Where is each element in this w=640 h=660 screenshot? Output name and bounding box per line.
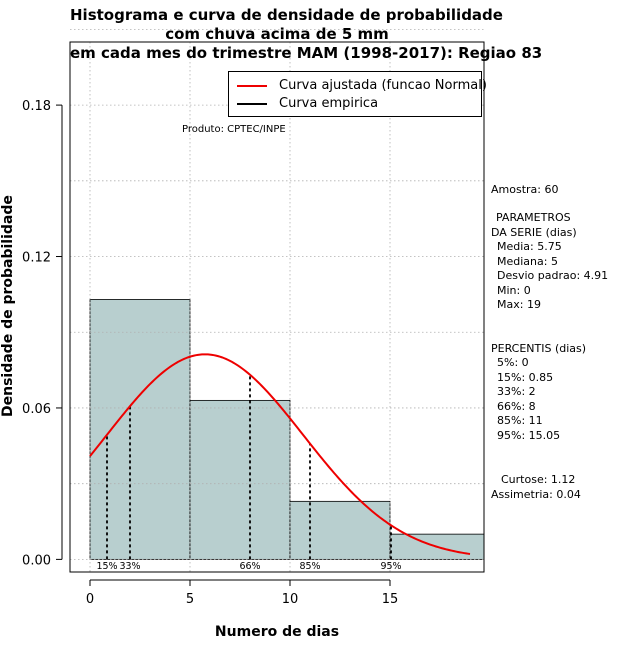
y-tick-label: 0.00 bbox=[22, 553, 51, 568]
stat-curtose: Curtose: 1.12 bbox=[501, 473, 576, 486]
stat-desvio: Desvio padrao: 4.91 bbox=[497, 269, 609, 282]
chart-title-line-1: Histograma e curva de densidade de proba… bbox=[70, 6, 503, 24]
x-axis-label: Numero de dias bbox=[214, 624, 340, 640]
stat-p33: 33%: 2 bbox=[497, 385, 536, 398]
legend-item-empirical: Curva empirica bbox=[237, 96, 378, 112]
percentile-label-15%: 15% bbox=[96, 561, 117, 572]
x-tick-label: 10 bbox=[282, 592, 299, 607]
chart-title-line-3: em cada mes do trimestre MAM (1998-2017)… bbox=[70, 44, 543, 62]
stat-p95: 95%: 15.05 bbox=[497, 429, 561, 442]
legend-normal-label: Curva ajustada (funcao Normal) bbox=[279, 78, 487, 93]
stat-p5: 5%: 0 bbox=[497, 356, 529, 369]
legend-item-normal: Curva ajustada (funcao Normal) bbox=[237, 78, 487, 94]
percentile-label-66%: 66% bbox=[239, 561, 260, 572]
stat-param-title-1: PARAMETROS bbox=[496, 211, 571, 224]
plot-frame bbox=[69, 41, 485, 573]
y-axis-label: Densidade de probabilidade bbox=[0, 195, 16, 417]
percentile-label-85%: 85% bbox=[299, 561, 320, 572]
x-tick-label: 0 bbox=[86, 592, 94, 607]
stat-p15: 15%: 0.85 bbox=[497, 371, 554, 384]
histogram-bar-1 bbox=[189, 399, 291, 560]
stat-p85: 85%: 11 bbox=[497, 414, 543, 427]
normal-fit-curve bbox=[89, 353, 471, 555]
histogram-bar-2 bbox=[289, 500, 391, 560]
stat-perc-title: PERCENTIS (dias) bbox=[491, 342, 587, 355]
chart-title-line-2: com chuva acima de 5 mm bbox=[165, 25, 389, 43]
y-tick-label: 0.06 bbox=[22, 402, 51, 417]
legend-empirical-label: Curva empirica bbox=[279, 96, 379, 111]
histogram-bar-0 bbox=[89, 299, 191, 560]
x-tick-label: 5 bbox=[186, 592, 194, 607]
x-tick-label: 15 bbox=[382, 592, 399, 607]
y-tick-label: 0.18 bbox=[22, 99, 51, 114]
stat-amostra: Amostra: 60 bbox=[491, 183, 559, 196]
stat-max: Max: 19 bbox=[497, 298, 541, 311]
black-line-swatch-icon bbox=[237, 102, 267, 105]
percentile-label-33%: 33% bbox=[119, 561, 140, 572]
stat-min: Min: 0 bbox=[497, 284, 531, 297]
y-tick-label: 0.12 bbox=[22, 251, 51, 266]
credit-text: Produto: CPTEC/INPE bbox=[182, 124, 286, 135]
stat-mediana: Mediana: 5 bbox=[497, 255, 558, 268]
red-line-swatch-icon bbox=[237, 84, 267, 87]
stat-assimetria: Assimetria: 0.04 bbox=[491, 488, 581, 501]
percentile-label-95%: 95% bbox=[380, 561, 401, 572]
stat-p66: 66%: 8 bbox=[497, 400, 536, 413]
stat-media: Media: 5.75 bbox=[497, 240, 562, 253]
stat-param-title-2: DA SERIE (dias) bbox=[491, 226, 577, 239]
legend: Curva ajustada (funcao Normal) Curva emp… bbox=[228, 71, 487, 117]
